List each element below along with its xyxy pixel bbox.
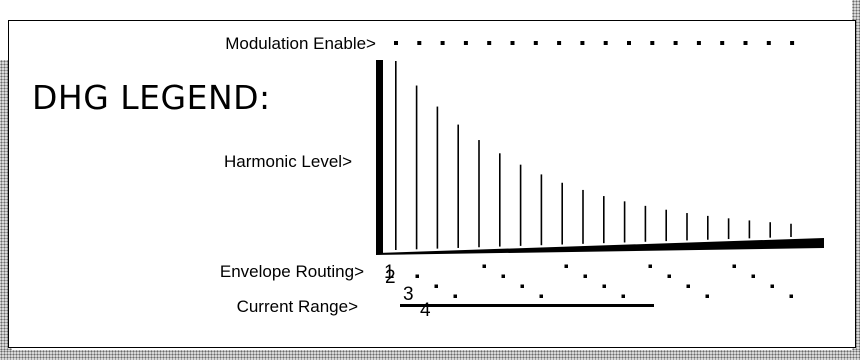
envelope-dot: [732, 264, 736, 268]
harmonic-bar: [582, 189, 584, 244]
modulation-dot: [627, 41, 631, 45]
envelope-dot: [648, 264, 652, 268]
modulation-dot: [580, 41, 585, 45]
envelope-dot: [501, 274, 505, 278]
modulation-dot: [417, 41, 422, 45]
modulation-dot: [603, 41, 608, 45]
modulation-dot: [720, 41, 725, 45]
envelope-number-2: 2: [385, 267, 396, 288]
envelope-dot: [583, 274, 587, 278]
harmonic-bar: [665, 209, 667, 242]
modulation-dot: [790, 41, 795, 45]
envelope-dot: [520, 284, 524, 288]
harmonic-bar: [415, 85, 418, 250]
envelope-dot: [770, 284, 774, 288]
y-axis: [376, 60, 383, 253]
modulation-dot: [533, 41, 538, 45]
harmonic-bar: [478, 140, 480, 248]
harmonic-bar: [790, 223, 792, 237]
harmonic-bar: [436, 106, 439, 249]
envelope-number-1: 1: [384, 262, 395, 283]
modulation-dots: [394, 41, 795, 45]
envelope-number-3: 3: [403, 284, 414, 305]
harmonic-bar: [603, 196, 605, 244]
envelope-dot: [751, 274, 755, 278]
modulation-dot: [696, 41, 701, 45]
harmonic-level-label: Harmonic Level>: [223, 152, 352, 171]
envelope-routing-label: Envelope Routing>: [219, 262, 364, 281]
harmonic-bar: [519, 164, 522, 246]
modulation-dot: [557, 41, 562, 45]
harmonic-bar: [395, 61, 397, 250]
modulation-dot: [673, 41, 678, 45]
current-range-label: Current Range>: [236, 297, 358, 316]
envelope-dot: [482, 264, 486, 268]
harmonic-bar: [707, 215, 709, 240]
harmonic-bars: [395, 61, 792, 250]
legend-title: DHG LEGEND:: [32, 78, 271, 117]
modulation-dot: [463, 41, 468, 45]
modulation-dot: [510, 41, 515, 45]
envelope-dot: [564, 264, 568, 268]
envelope-dot: [434, 284, 438, 288]
frame-shadow-right: [852, 0, 860, 360]
envelope-dot: [705, 294, 709, 298]
x-axis: [376, 238, 824, 255]
legend-panel: [8, 20, 856, 348]
modulation-dot: [394, 41, 398, 45]
envelope-dot: [539, 294, 543, 298]
harmonic-bar: [561, 182, 563, 245]
envelope-number-4: 4: [420, 300, 431, 321]
harmonic-bar: [499, 153, 501, 247]
harmonic-bar: [769, 222, 771, 238]
envelope-dot: [667, 274, 671, 278]
harmonic-bar: [727, 218, 730, 240]
modulation-dot: [487, 41, 492, 45]
envelope-dot: [621, 294, 625, 298]
modulation-dot: [766, 41, 771, 45]
harmonic-bar: [686, 213, 688, 241]
envelope-dot: [789, 294, 793, 298]
modulation-dot: [743, 41, 748, 45]
modulation-dot: [650, 41, 655, 45]
envelope-dot: [415, 274, 419, 278]
harmonic-bar: [644, 205, 647, 242]
modulation-enable-label: Modulation Enable>: [225, 34, 376, 53]
envelope-routing-dots: [415, 264, 793, 298]
harmonic-bar: [748, 220, 751, 239]
modulation-dot: [440, 41, 445, 45]
envelope-dot: [453, 294, 457, 298]
harmonic-bar: [540, 174, 543, 246]
current-range-bar: [400, 304, 654, 307]
frame-shadow-bottom: [0, 350, 860, 360]
envelope-dot: [686, 284, 690, 288]
harmonic-bar: [623, 201, 626, 243]
envelope-dot: [602, 284, 606, 288]
harmonic-bar: [457, 124, 459, 248]
